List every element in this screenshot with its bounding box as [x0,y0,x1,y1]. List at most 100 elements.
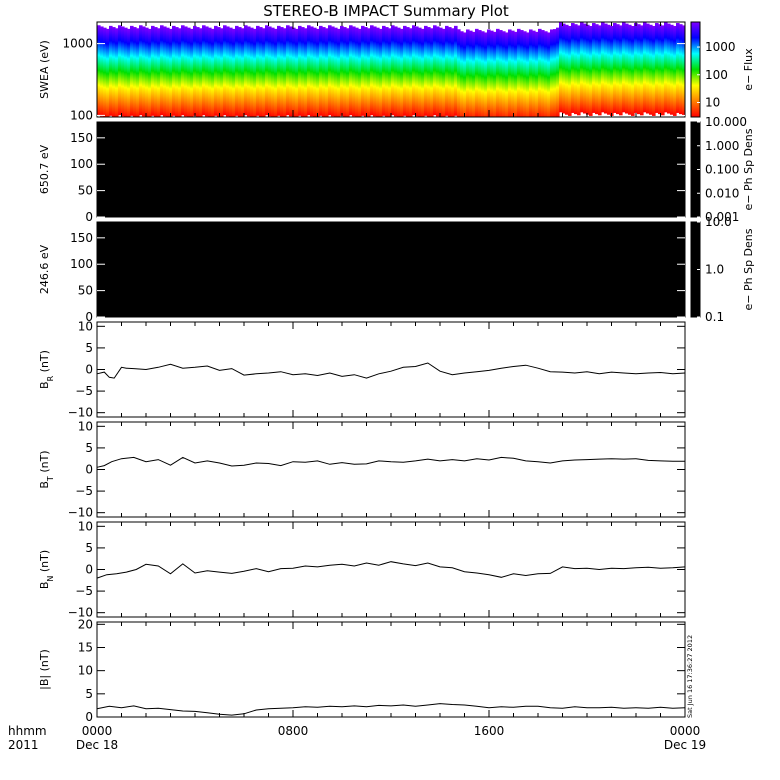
series-line [96,456,685,468]
time-row-label: hhmm [8,724,47,738]
panel-1: 10 100 1000 e− Flux 100 1000 SWEA (eV) [38,21,755,122]
spectrogram-column [574,24,578,115]
y-axis-label: BT (nT) [38,450,55,488]
spectrogram-column [151,25,155,116]
spectrogram-column [184,26,188,117]
y-tick-label: 10 [78,664,93,678]
spectrogram-column [544,31,548,117]
spectrogram-column [172,25,176,116]
y-axis-label: 650.7 eV [38,144,51,194]
spectrogram-column [223,25,227,116]
spectrogram-column [196,27,200,117]
spectrogram-column [682,25,685,116]
spectrogram-column [496,28,500,117]
colorbar: 10 100 1000 e− Flux [690,21,755,118]
spectrogram-column [277,25,281,116]
spectrogram-column [664,22,668,113]
spectrogram-column [526,32,530,117]
spectrogram-column [160,25,164,116]
y-tick-label: −10 [68,506,93,520]
colorbar-tick-label: 1.0 [705,263,724,277]
year-label: 2011 [8,738,39,752]
spectrogram-column [346,28,350,117]
spectrogram-column [679,24,683,115]
series-line [96,703,686,716]
spectrogram-column [676,22,680,113]
spectrogram-column [241,28,245,117]
colorbar-scale [690,21,701,118]
spectrogram-column [610,25,614,116]
spectrogram-column [652,25,656,116]
y-tick-label: 10 [78,419,93,433]
spectrogram-column [409,28,413,117]
spectrogram-column [499,30,503,117]
colorbar-tick-label: 10.0 [705,215,732,229]
spectrogram-column [508,29,512,117]
y-tick-label: 50 [78,284,93,298]
spectrogram-column [352,26,356,117]
spectrogram-column [568,25,572,116]
spectrogram-column [250,27,254,117]
spectrogram-column [349,25,353,116]
spectrogram-column [661,25,665,116]
spectrogram-column [553,29,557,117]
colorbar-label: e− Ph Sp Dens [742,128,755,210]
panel-frame [96,321,686,418]
spectrogram-column [613,22,617,113]
spectrogram-column [166,27,170,117]
spectrogram-column [616,24,620,115]
spectrogram-column [148,28,152,117]
spectrogram-column [244,25,248,116]
spectrogram-column [457,29,461,117]
spectrogram-column [226,26,230,117]
spectrogram-column [259,27,263,117]
y-tick-label: 150 [70,131,93,145]
spectrogram-column [439,27,443,117]
spectrogram-column [361,25,365,116]
spectrogram [97,222,685,317]
y-tick-label: 5 [85,441,93,455]
colorbar-tick-label: 100 [705,68,728,82]
spectrogram-column [601,22,605,113]
spectrogram-column [397,27,401,117]
y-tick-label: 100 [70,108,93,122]
spectrogram-column [247,26,251,117]
spectrogram-column [220,28,224,117]
spectrogram-column [586,24,590,115]
spectrogram-column [625,23,629,114]
spectrogram-column [454,25,458,116]
spectrogram-column [433,25,437,116]
y-axis-label: BN (nT) [38,550,55,589]
spectrogram-column [403,25,407,116]
spectrogram-column [304,28,308,117]
panel-6: −10 −5 0 5 10 BN (nT) [38,519,686,620]
spectrogram-column [106,28,110,117]
spectrogram-column [478,30,482,117]
spectrogram-column [628,24,632,115]
spectrogram-column [205,26,209,117]
spectrogram-column [298,25,302,116]
spectrogram-column [133,27,137,117]
spectrogram-column [484,32,488,117]
y-tick-label: 0 [85,710,93,724]
spectrogram-column [460,31,464,117]
spectrogram-column [502,31,506,117]
spectrogram-column [121,26,125,117]
spectrogram-column [538,28,542,117]
spectrogram-column [412,25,416,116]
spectrogram-column [520,30,524,117]
spectrogram-column [529,29,533,117]
x-tick-label: 0000 [670,724,701,738]
spectrogram-column [355,27,359,117]
spectrogram-column [319,25,323,116]
spectrogram-column [238,27,242,117]
spectrogram-column [142,26,146,117]
y-tick-label: −10 [68,406,93,420]
spectrogram-column [202,25,206,116]
spectrogram-column [382,25,386,116]
spectrogram-column [124,27,128,117]
spectrogram-column [583,23,587,114]
spectrogram-column [373,26,377,117]
spectrogram-column [214,25,218,116]
spectrogram-column [607,24,611,115]
